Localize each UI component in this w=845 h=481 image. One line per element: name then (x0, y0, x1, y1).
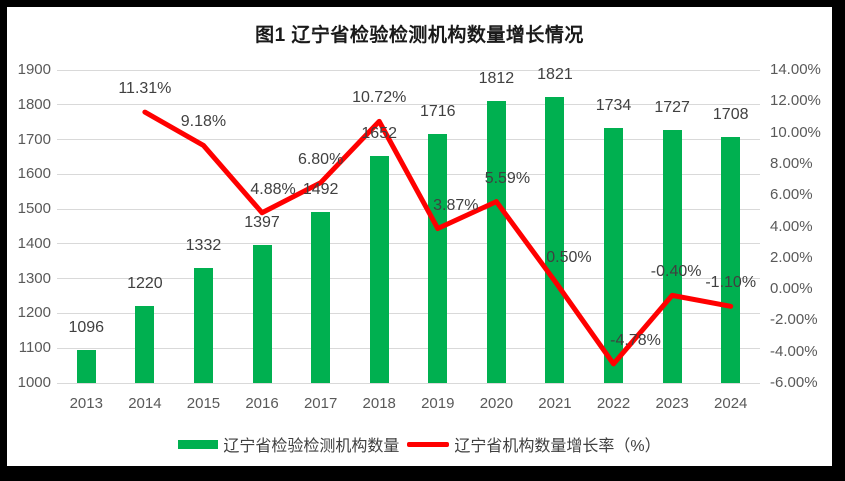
right-axis-tick-4.00%: 4.00% (770, 217, 813, 235)
right-axis-tick-12.00%: 12.00% (770, 92, 821, 110)
bar-label-2017: 1492 (302, 180, 339, 198)
left-axis-tick-1200: 1200 (17, 304, 51, 322)
bar-2023 (662, 130, 682, 383)
right-axis-tick-2.00%: 2.00% (770, 248, 813, 266)
left-axis-tick-1800: 1800 (17, 95, 51, 113)
legend-line-label: 辽宁省机构数量增长率（%） (454, 438, 661, 455)
rate-label-2023: -0.40% (650, 263, 702, 281)
right-axis-tick-0.00%: 0.00% (770, 280, 813, 298)
right-axis-tick-6.00%: 6.00% (770, 186, 813, 204)
gridline-1200 (57, 312, 760, 314)
rate-label-2018: 10.72% (352, 89, 407, 107)
legend-item-line: 辽宁省机构数量增长率（%） (407, 432, 661, 456)
x-label-2014: 2014 (128, 395, 162, 412)
gridline-1700 (57, 139, 760, 141)
x-label-2024: 2024 (714, 395, 748, 412)
x-label-2017: 2017 (303, 395, 338, 412)
legend-line-swatch (407, 441, 450, 447)
right-axis-tick--2.00%: -2.00% (770, 311, 818, 329)
legend: 辽宁省检验检测机构数量 辽宁省机构数量增长率（%） (7, 432, 832, 456)
x-label-2020: 2020 (479, 395, 514, 412)
x-label-2015: 2015 (186, 395, 221, 412)
right-axis-tick-10.00%: 10.00% (770, 123, 821, 141)
rate-label-2021: 0.50% (546, 249, 592, 267)
bar-2018 (369, 156, 389, 383)
gridline-1900 (57, 69, 760, 71)
gridline-1500 (57, 208, 760, 210)
left-axis-tick-1400: 1400 (17, 234, 51, 252)
left-axis-tick-1600: 1600 (17, 165, 51, 183)
gridline-1000 (57, 382, 760, 384)
left-axis-tick-1300: 1300 (17, 269, 51, 287)
x-label-2022: 2022 (596, 395, 631, 412)
right-axis-tick--4.00%: -4.00% (770, 342, 818, 360)
bar-2016 (252, 244, 272, 383)
gridline-1100 (57, 347, 760, 349)
bar-label-2023: 1727 (654, 99, 690, 117)
bar-label-2020: 1812 (478, 69, 515, 87)
bar-2021 (545, 97, 565, 383)
bar-2015 (193, 267, 213, 383)
bar-label-2015: 1332 (185, 236, 222, 254)
legend-bar-label: 辽宁省检验检测机构数量 (223, 438, 400, 455)
right-axis-tick-8.00%: 8.00% (770, 154, 813, 172)
legend-bar-swatch (178, 439, 219, 449)
gridline-1300 (57, 278, 760, 280)
rate-label-2020: 5.59% (484, 169, 531, 187)
bar-label-2024: 1708 (712, 105, 749, 123)
bar-label-2018: 1652 (361, 125, 397, 143)
left-axis-tick-1100: 1100 (18, 339, 51, 357)
x-label-2023: 2023 (655, 395, 689, 412)
bar-label-2021: 1821 (537, 66, 573, 84)
rate-label-2016: 4.88% (250, 180, 296, 198)
bar-label-2013: 1096 (68, 318, 105, 336)
bar-2020 (486, 100, 506, 383)
bar-label-2022: 1734 (595, 96, 632, 114)
left-axis-tick-1700: 1700 (17, 130, 51, 148)
chart-canvas: 图1 辽宁省检验检测机构数量增长情况 辽宁省检验检测机构数量 辽宁省机构数量增长… (7, 7, 832, 466)
rate-label-2024: -1.10% (705, 274, 757, 292)
rate-label-2022: -4.78% (610, 331, 661, 349)
x-label-2013: 2013 (69, 395, 103, 412)
bar-2017 (311, 211, 331, 383)
rate-label-2017: 6.80% (297, 150, 344, 168)
rate-label-2014: 11.31% (118, 80, 172, 98)
gridline-1400 (57, 243, 760, 245)
x-label-2019: 2019 (421, 395, 455, 412)
chart-title: 图1 辽宁省检验检测机构数量增长情况 (255, 25, 584, 46)
left-axis-tick-1900: 1900 (17, 61, 51, 78)
bar-2019 (428, 133, 448, 383)
legend-item-bars: 辽宁省检验检测机构数量 (178, 432, 399, 456)
x-label-2018: 2018 (362, 395, 396, 412)
bar-label-2019: 1716 (419, 102, 456, 120)
bar-2022 (604, 127, 624, 383)
x-label-2016: 2016 (245, 395, 279, 412)
rate-label-2015: 9.18% (180, 113, 227, 131)
bar-label-2016: 1397 (244, 213, 280, 231)
bar-label-2014: 1220 (127, 275, 163, 293)
right-axis-tick-14.00%: 14.00% (770, 61, 821, 78)
gridline-1800 (57, 104, 760, 106)
left-axis-tick-1500: 1500 (17, 200, 51, 218)
left-axis-tick-1000: 1000 (17, 374, 51, 391)
bar-2013 (76, 349, 96, 383)
bar-2024 (721, 136, 741, 383)
growth-rate-polyline (142, 109, 734, 367)
bar-2014 (135, 306, 155, 383)
rate-label-2019: 3.87% (433, 196, 479, 214)
right-axis-tick--6.00%: -6.00% (770, 374, 818, 391)
x-label-2021: 2021 (538, 395, 572, 412)
growth-rate-line (142, 109, 734, 367)
